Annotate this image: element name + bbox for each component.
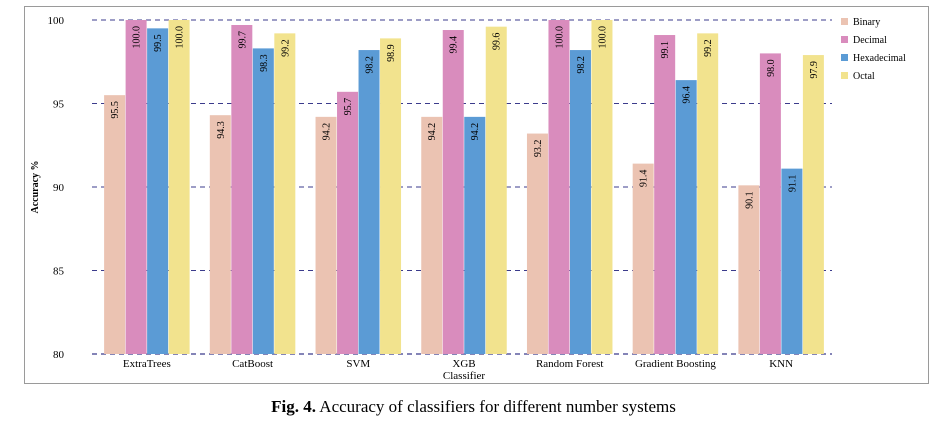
data-label: 99.7 xyxy=(237,31,248,49)
data-label: 91.4 xyxy=(639,170,650,188)
y-tick-label: 100 xyxy=(48,15,65,27)
bar-decimal-0 xyxy=(125,20,147,354)
x-tick-label: XGB xyxy=(452,358,475,370)
data-label: 100.0 xyxy=(175,26,186,49)
data-label: 99.4 xyxy=(449,36,460,54)
legend-swatch-hexadecimal xyxy=(841,54,848,61)
bar-octal-2 xyxy=(380,38,402,355)
bar-decimal-4 xyxy=(548,20,570,354)
y-tick-label: 95 xyxy=(53,99,65,111)
data-label: 100.0 xyxy=(554,26,565,49)
data-label: 91.1 xyxy=(787,175,798,193)
data-label: 93.2 xyxy=(533,140,544,158)
bar-decimal-1 xyxy=(231,25,253,354)
caption-text: Accuracy of classifiers for different nu… xyxy=(315,397,676,416)
legend-swatch-binary xyxy=(841,18,848,25)
y-axis-label: Accuracy % xyxy=(30,160,41,213)
bar-hexadecimal-1 xyxy=(252,48,274,354)
data-label: 99.2 xyxy=(703,39,714,57)
bar-binary-4 xyxy=(526,133,548,354)
data-label: 100.0 xyxy=(597,26,608,49)
data-label: 90.1 xyxy=(744,191,755,209)
data-label: 99.6 xyxy=(492,33,503,51)
x-axis-label: Classifier xyxy=(443,370,485,382)
x-tick-label: Gradient Boosting xyxy=(635,358,716,370)
bar-octal-4 xyxy=(591,20,613,354)
data-label: 94.2 xyxy=(427,123,438,141)
bar-hexadecimal-6 xyxy=(781,168,803,354)
data-label: 98.3 xyxy=(259,54,270,72)
bar-chart: 80 85 90 95 100 Accuracy % 95.5 100.0 99.5 100.0 E… xyxy=(30,15,906,382)
y-tick-label: 85 xyxy=(53,266,65,278)
bar-hexadecimal-4 xyxy=(569,50,591,355)
bar-hexadecimal-0 xyxy=(147,28,169,354)
data-label: 97.9 xyxy=(809,61,820,79)
data-label: 100.0 xyxy=(132,26,143,49)
x-tick-label: ExtraTrees xyxy=(123,358,171,370)
bar-decimal-2 xyxy=(337,91,359,354)
bar-octal-3 xyxy=(485,26,507,355)
bar-binary-6 xyxy=(738,185,760,354)
data-label: 98.0 xyxy=(766,59,777,77)
x-tick-label: KNN xyxy=(769,358,793,370)
legend-label-octal: Octal xyxy=(853,71,875,82)
data-label: 99.2 xyxy=(280,39,291,57)
x-tick-label: SVM xyxy=(346,358,370,370)
bar-octal-0 xyxy=(168,20,190,354)
legend-swatch-decimal xyxy=(841,36,848,43)
bar-binary-0 xyxy=(104,95,126,355)
data-label: 98.2 xyxy=(576,56,587,73)
bar-decimal-5 xyxy=(654,35,676,354)
data-label: 95.5 xyxy=(110,101,121,119)
x-tick-label: Random Forest xyxy=(536,358,604,370)
legend-label-binary: Binary xyxy=(853,17,880,28)
bar-binary-1 xyxy=(209,115,231,354)
data-label: 94.2 xyxy=(322,123,333,141)
data-label: 98.9 xyxy=(386,44,397,62)
figure-frame xyxy=(24,6,929,384)
legend-label-hexadecimal: Hexadecimal xyxy=(853,53,906,64)
bar-hexadecimal-5 xyxy=(675,80,697,355)
x-tick-label: CatBoost xyxy=(232,358,273,370)
bar-binary-5 xyxy=(632,163,654,354)
bar-binary-3 xyxy=(421,116,443,354)
bar-decimal-6 xyxy=(759,53,781,355)
bar-octal-5 xyxy=(697,33,719,355)
legend-swatch-octal xyxy=(841,72,848,79)
bar-hexadecimal-3 xyxy=(464,116,486,354)
bar-decimal-3 xyxy=(442,30,464,355)
bar-octal-1 xyxy=(274,33,296,355)
data-label: 99.5 xyxy=(153,34,164,52)
data-label: 96.4 xyxy=(682,86,693,104)
y-tick-label: 80 xyxy=(53,349,65,361)
bar-octal-6 xyxy=(802,55,824,354)
bar-hexadecimal-2 xyxy=(358,50,380,355)
legend-label-decimal: Decimal xyxy=(853,35,887,46)
data-label: 94.2 xyxy=(470,123,481,141)
figure-caption: Fig. 4. Accuracy of classifiers for diff… xyxy=(0,397,947,417)
bar-binary-2 xyxy=(315,116,337,354)
y-tick-label: 90 xyxy=(53,182,65,194)
data-label: 95.7 xyxy=(343,98,354,116)
data-label: 98.2 xyxy=(365,56,376,73)
data-label: 94.3 xyxy=(216,121,227,139)
caption-label: Fig. 4. xyxy=(271,397,316,416)
data-label: 99.1 xyxy=(660,41,671,59)
